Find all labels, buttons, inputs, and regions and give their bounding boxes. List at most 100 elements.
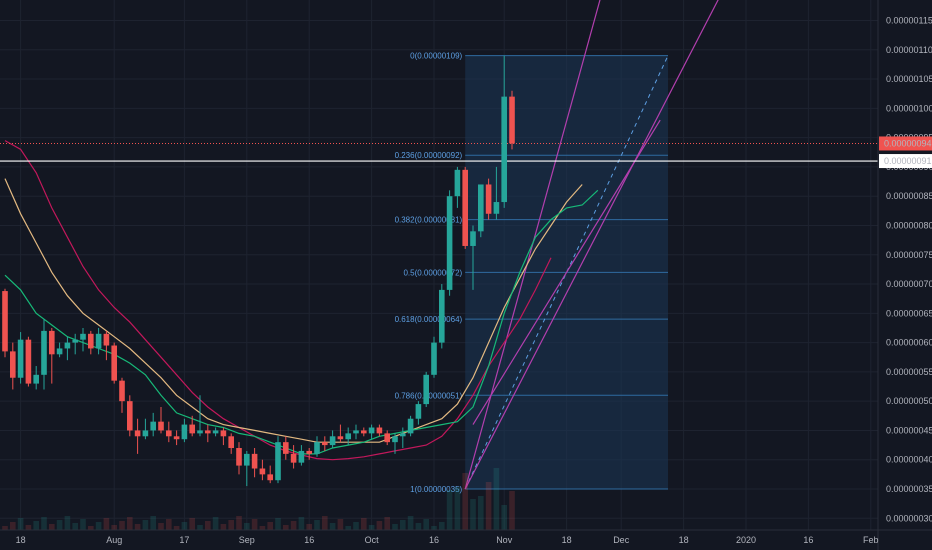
x-tick-label: 16: [304, 535, 314, 545]
y-tick-label: 0.00000105: [886, 74, 932, 84]
candle-body: [142, 430, 149, 437]
channel-line-lower: [464, 0, 719, 490]
candle-body: [361, 430, 367, 434]
y-tick-label: 0.00000100: [886, 103, 932, 113]
candle-body: [17, 339, 24, 378]
candle-body: [407, 418, 414, 434]
current-price-badge: 0.00000094: [884, 138, 932, 148]
y-tick-label: 0.00000060: [886, 338, 932, 348]
candle-body: [329, 436, 336, 446]
y-tick-label: 0.00000075: [886, 250, 932, 260]
candle-body: [158, 421, 164, 431]
candle-body: [173, 436, 180, 440]
candle-body: [298, 450, 305, 463]
candle-body: [493, 202, 500, 214]
y-tick-label: 0.00000055: [886, 367, 932, 377]
volume-bar: [197, 525, 203, 530]
volume-bar: [478, 496, 484, 530]
volume-bar: [41, 517, 47, 530]
candle-body: [181, 424, 188, 440]
volume-bar: [384, 517, 390, 530]
x-tick-label: 18: [679, 535, 689, 545]
volume-bar: [337, 519, 344, 530]
x-tick-label: 2020: [736, 535, 756, 545]
y-tick-label: 0.00000115: [886, 15, 932, 25]
candle-body: [88, 333, 94, 349]
candle-body: [400, 433, 406, 437]
volume-bar: [400, 520, 406, 530]
volume-bar: [329, 523, 336, 530]
candle-body: [314, 442, 320, 454]
volume-bar: [446, 490, 453, 530]
volume-bar: [462, 473, 468, 530]
x-tick-label: 18: [562, 535, 572, 545]
volume-bar: [275, 518, 281, 530]
candle-body: [244, 453, 250, 466]
volume-bar: [290, 521, 297, 530]
volume-bar: [119, 521, 125, 530]
candle-body: [462, 169, 468, 246]
volume-bar: [127, 517, 133, 530]
candle-body: [267, 474, 273, 481]
volume-bar: [142, 520, 149, 530]
volume-bar: [415, 523, 422, 530]
volume-bar: [158, 523, 164, 530]
volume-bar: [259, 526, 266, 530]
x-tick-label: 17: [179, 535, 189, 545]
candle-body: [368, 427, 375, 434]
candle-body: [439, 289, 445, 343]
candle-body: [259, 468, 266, 475]
y-tick-label: 0.00000030: [886, 513, 932, 523]
candle-body: [205, 430, 211, 434]
candle-body: [228, 436, 234, 449]
y-tick-label: 0.00000110: [886, 45, 932, 55]
candle-body: [56, 348, 63, 355]
volume-bar: [205, 521, 211, 530]
volume-bar: [439, 522, 445, 530]
y-tick-label: 0.00000050: [886, 396, 932, 406]
fib-level-label: 0.382(0.00000081): [395, 216, 463, 225]
candle-body: [431, 342, 437, 375]
candle-body: [111, 345, 117, 381]
candle-body: [376, 427, 383, 434]
fib-level-label: 0.236(0.00000092): [395, 151, 463, 160]
volume-bar: [306, 524, 312, 530]
volume-bar: [236, 516, 242, 530]
volume-bar: [454, 487, 461, 530]
volume-bar: [493, 468, 500, 530]
volume-bar: [485, 482, 492, 530]
volume-bar: [298, 517, 305, 530]
y-tick-label: 0.00000080: [886, 220, 932, 230]
y-tick-label: 0.00000040: [886, 455, 932, 465]
volume-bar: [17, 518, 24, 530]
candle-body: [189, 424, 195, 434]
volume-bar: [33, 521, 39, 530]
volume-bar: [88, 526, 94, 530]
volume-bar: [103, 518, 110, 530]
volume-bar: [283, 525, 289, 530]
volume-bar: [345, 526, 351, 530]
current-price-badge-background: [879, 136, 932, 151]
volume-bar: [509, 491, 515, 530]
x-tick-label: Oct: [365, 535, 380, 545]
candle-body: [306, 450, 312, 454]
candle-body: [251, 453, 258, 469]
x-tick-label: Sep: [239, 535, 255, 545]
volume-bar: [181, 522, 188, 530]
candle-body: [415, 404, 422, 419]
volume-bar: [2, 526, 8, 530]
candle-body: [134, 430, 141, 437]
volume-bar: [431, 526, 437, 530]
candle-body: [2, 291, 8, 352]
candle-body: [119, 380, 125, 402]
candle-body: [485, 184, 492, 214]
candle-body: [283, 442, 289, 454]
volume-bar: [353, 522, 359, 530]
candle-body: [212, 430, 219, 434]
volume-bar: [470, 499, 476, 530]
candle-body: [384, 433, 390, 443]
channel-line-upper: [464, 0, 601, 490]
candle-body: [166, 430, 172, 437]
